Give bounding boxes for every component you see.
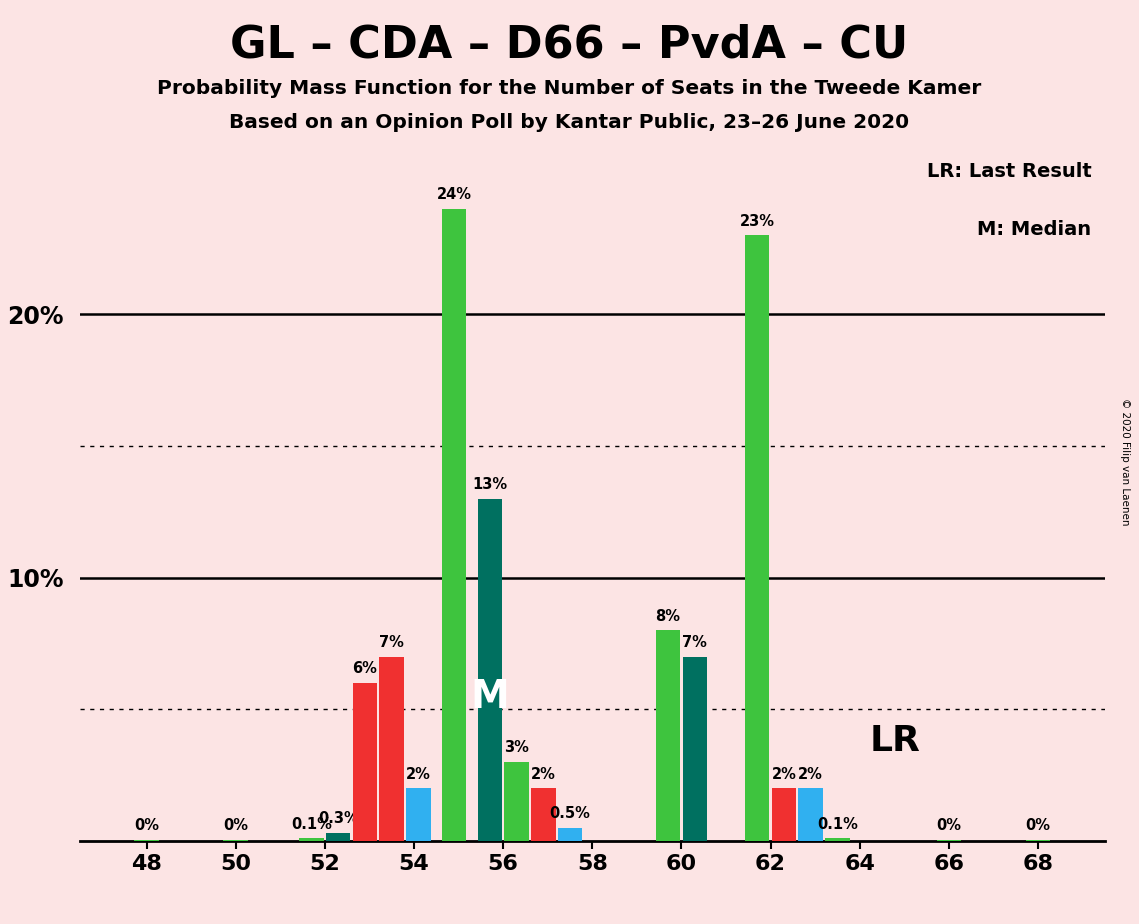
Text: Probability Mass Function for the Number of Seats in the Tweede Kamer: Probability Mass Function for the Number… <box>157 79 982 98</box>
Bar <box>682 657 707 841</box>
Text: © 2020 Filip van Laenen: © 2020 Filip van Laenen <box>1121 398 1130 526</box>
Text: 0%: 0% <box>1025 818 1050 833</box>
Text: 2%: 2% <box>798 767 823 782</box>
Text: M: M <box>470 678 509 716</box>
Bar <box>745 236 770 841</box>
Text: 0%: 0% <box>134 818 159 833</box>
Text: 0.5%: 0.5% <box>549 806 590 821</box>
Text: 2%: 2% <box>531 767 556 782</box>
Text: 7%: 7% <box>379 635 404 650</box>
Text: 0%: 0% <box>223 818 248 833</box>
Bar <box>477 499 502 841</box>
Text: 2%: 2% <box>405 767 431 782</box>
Bar <box>656 630 680 841</box>
Bar <box>379 657 404 841</box>
Text: 0.3%: 0.3% <box>318 811 359 826</box>
Bar <box>505 762 528 841</box>
Bar <box>223 840 248 841</box>
Bar <box>134 840 158 841</box>
Bar <box>936 840 961 841</box>
Bar <box>407 788 431 841</box>
Bar <box>771 788 796 841</box>
Text: 24%: 24% <box>436 188 472 202</box>
Bar <box>558 828 582 841</box>
Text: 3%: 3% <box>505 740 528 755</box>
Bar <box>300 838 323 841</box>
Bar <box>353 683 377 841</box>
Text: M: Median: M: Median <box>977 220 1091 238</box>
Text: 7%: 7% <box>682 635 707 650</box>
Bar <box>825 838 850 841</box>
Bar <box>1026 840 1050 841</box>
Text: 6%: 6% <box>353 662 377 676</box>
Bar <box>531 788 556 841</box>
Text: 2%: 2% <box>771 767 796 782</box>
Text: 8%: 8% <box>656 609 680 624</box>
Text: LR: LR <box>870 723 920 758</box>
Text: GL – CDA – D66 – PvdA – CU: GL – CDA – D66 – PvdA – CU <box>230 23 909 67</box>
Bar <box>442 209 466 841</box>
Text: 0.1%: 0.1% <box>817 817 858 832</box>
Bar <box>798 788 822 841</box>
Text: 13%: 13% <box>473 477 507 492</box>
Bar <box>326 833 351 841</box>
Text: 0%: 0% <box>936 818 961 833</box>
Text: 0.1%: 0.1% <box>292 817 331 832</box>
Text: 23%: 23% <box>739 213 775 229</box>
Text: Based on an Opinion Poll by Kantar Public, 23–26 June 2020: Based on an Opinion Poll by Kantar Publi… <box>229 113 910 132</box>
Text: LR: Last Result: LR: Last Result <box>927 162 1091 181</box>
